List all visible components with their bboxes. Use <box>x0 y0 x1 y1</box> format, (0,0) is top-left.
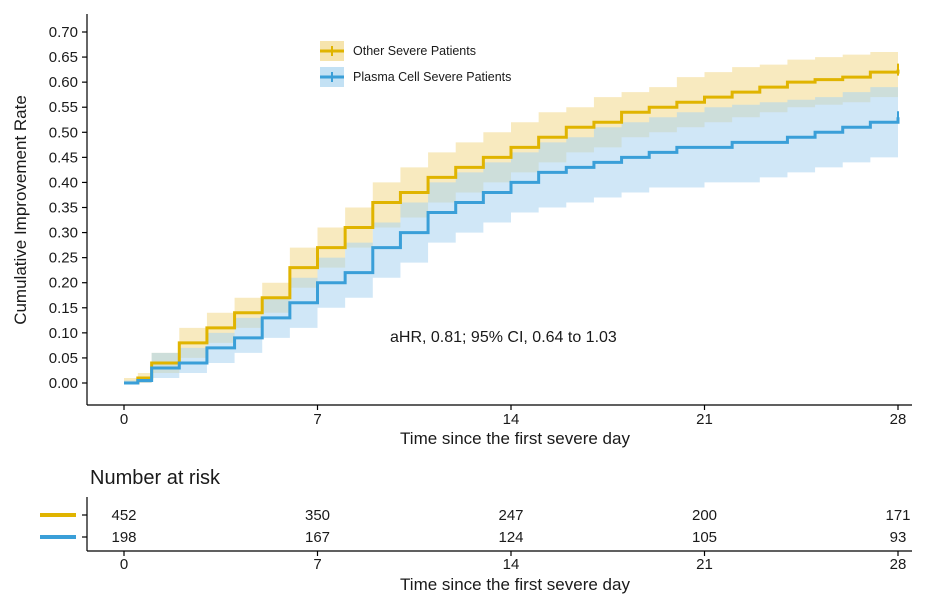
risk-x-axis-title: Time since the first severe day <box>400 575 630 594</box>
x-tick-label: 14 <box>503 411 520 428</box>
y-ticks: 0.00 0.05 0.10 0.15 0.20 0.25 0.30 0.35 0.40 0.45… <box>49 24 87 392</box>
risk-count: 200 <box>692 507 717 524</box>
risk-count: 167 <box>305 529 330 546</box>
survival-line-2 <box>124 117 900 385</box>
risk-count: 452 <box>111 507 136 524</box>
risk-count: 247 <box>498 507 523 524</box>
x-tick-label: 7 <box>313 556 321 573</box>
legend-label: Plasma Cell Severe Patients <box>353 70 511 84</box>
confidence-bands <box>124 49 898 384</box>
risk-count: 198 <box>111 529 136 546</box>
x-ticks: 0 7 14 21 28 <box>120 405 907 428</box>
y-tick-label: 0.15 <box>49 300 78 317</box>
y-tick-label: 0.55 <box>49 99 78 116</box>
survival-line-1 <box>124 69 900 385</box>
y-tick-label: 0.30 <box>49 225 78 242</box>
risk-count: 171 <box>885 507 910 524</box>
y-tick-label: 0.45 <box>49 149 78 166</box>
legend-label: Other Severe Patients <box>353 44 476 58</box>
risk-count: 105 <box>692 529 717 546</box>
survival-lines <box>124 63 900 385</box>
x-tick-label: 0 <box>120 411 128 428</box>
x-tick-label: 21 <box>696 556 713 573</box>
y-tick-label: 0.50 <box>49 124 78 141</box>
y-tick-label: 0.20 <box>49 275 78 292</box>
y-tick-label: 0.65 <box>49 49 78 66</box>
x-tick-label: 28 <box>890 556 907 573</box>
risk-count: 124 <box>498 529 523 546</box>
y-tick-label: 0.70 <box>49 24 78 41</box>
risk-count: 93 <box>890 529 907 546</box>
x-tick-label: 7 <box>313 411 321 428</box>
y-tick-label: 0.35 <box>49 200 78 217</box>
y-tick-label: 0.60 <box>49 74 78 91</box>
risk-count: 350 <box>305 507 330 524</box>
x-tick-label: 14 <box>503 556 520 573</box>
y-tick-label: 0.05 <box>49 350 78 367</box>
confidence-band-2 <box>124 82 898 384</box>
legend: Other Severe Patients Plasma Cell Severe … <box>320 41 511 87</box>
x-tick-label: 21 <box>696 411 713 428</box>
risk-x-ticks: 0 7 14 21 28 <box>120 551 907 573</box>
plot-area: 0.00 0.05 0.10 0.15 0.20 0.25 0.30 0.35 0.40 0.45… <box>11 14 912 448</box>
x-tick-label: 0 <box>120 556 128 573</box>
risk-table-title: Number at risk <box>90 467 221 489</box>
hazard-ratio-annotation: aHR, 0.81; 95% CI, 0.64 to 1.03 <box>390 329 617 346</box>
risk-rows: 452 350 247 200 171 198 167 124 105 93 <box>40 507 911 546</box>
y-tick-label: 0.25 <box>49 250 78 267</box>
y-axis-title: Cumulative Improvement Rate <box>11 95 30 325</box>
x-tick-label: 28 <box>890 411 907 428</box>
y-tick-label: 0.00 <box>49 375 78 392</box>
risk-table: Number at risk 452 350 247 200 171 198 167 124 1… <box>40 467 912 594</box>
y-tick-label: 0.10 <box>49 325 78 342</box>
x-axis-title: Time since the first severe day <box>400 429 630 448</box>
y-tick-label: 0.40 <box>49 174 78 191</box>
